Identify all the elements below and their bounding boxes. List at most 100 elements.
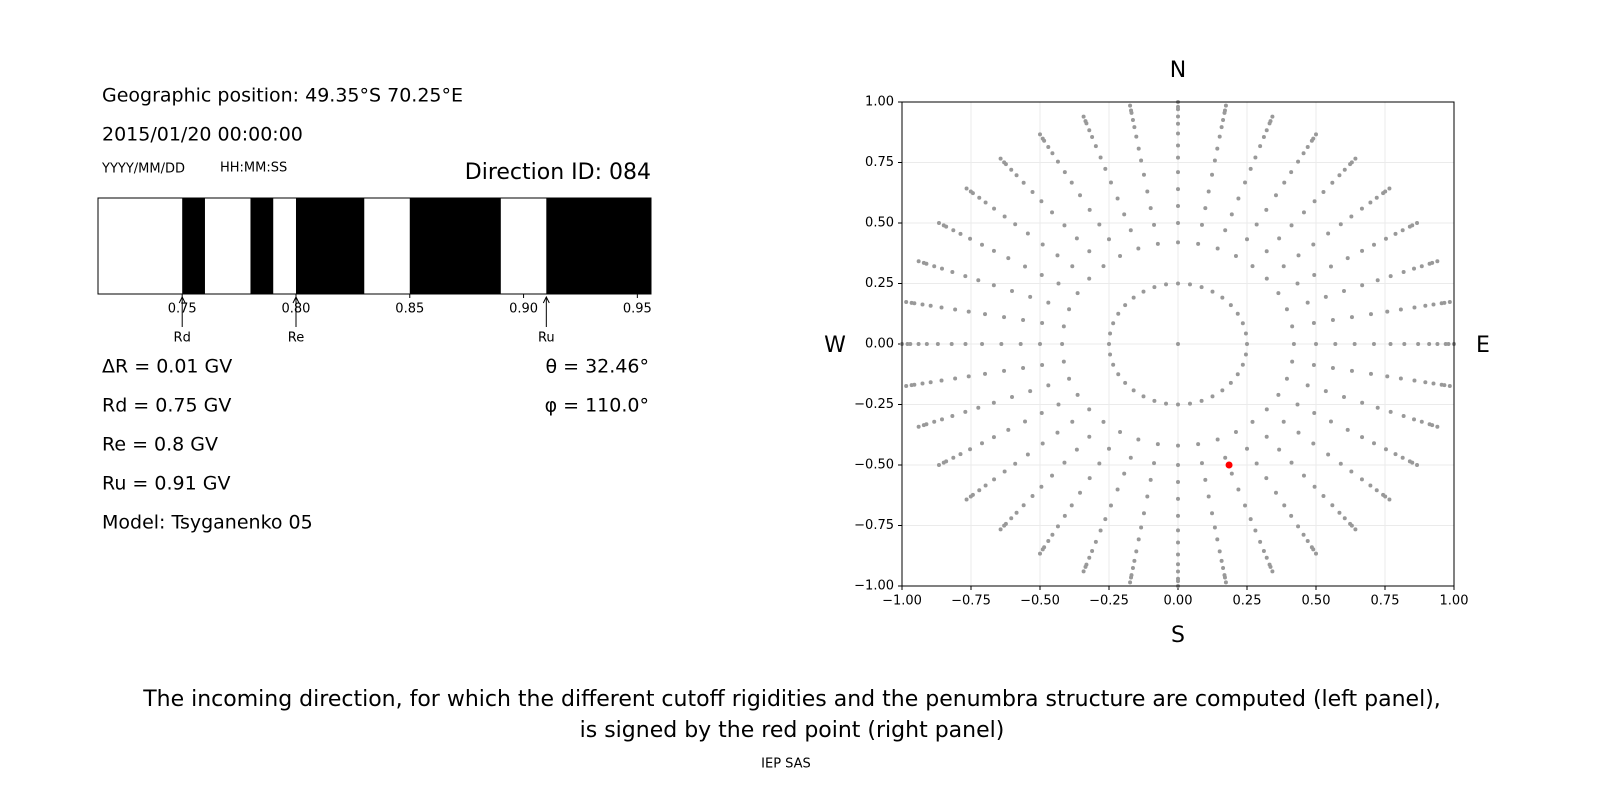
direction-point <box>1176 240 1180 245</box>
direction-point <box>1398 307 1403 312</box>
direction-point <box>1107 237 1111 242</box>
direction-point <box>1087 276 1092 281</box>
direction-point <box>1093 144 1098 149</box>
direction-point <box>1078 490 1083 495</box>
geo-position: Geographic position: 49.35°S 70.25°E <box>102 85 463 107</box>
direction-point <box>1128 580 1133 585</box>
direction-point <box>1435 259 1440 264</box>
direction-point <box>916 259 921 264</box>
direction-point <box>1264 128 1269 133</box>
direction-point <box>1075 291 1080 296</box>
direction-point <box>1330 365 1335 370</box>
direction-point <box>1009 167 1014 172</box>
marker-label: Re <box>288 331 304 346</box>
direction-point <box>1243 180 1248 185</box>
direction-point <box>1176 552 1180 557</box>
direction-point <box>1132 558 1137 563</box>
direction-point <box>1087 476 1092 481</box>
direction-point <box>991 400 996 405</box>
direction-point <box>1046 300 1051 305</box>
direction-point <box>1342 167 1347 172</box>
direction-point <box>1243 503 1248 508</box>
direction-point <box>1002 469 1007 474</box>
y-tick-label: −0.50 <box>854 458 894 473</box>
direction-point <box>1258 539 1263 544</box>
direction-point <box>1176 479 1180 484</box>
direction-point <box>1311 441 1316 446</box>
direction-point <box>1359 206 1364 211</box>
direction-point <box>1061 324 1066 329</box>
direction-point <box>1107 446 1111 451</box>
direction-point <box>1305 539 1310 544</box>
direction-point <box>1314 132 1318 137</box>
direction-point <box>1203 477 1208 482</box>
direction-point <box>1326 231 1331 236</box>
direction-point <box>1443 342 1448 346</box>
direction-point <box>1141 172 1146 177</box>
direction-point <box>1430 260 1435 265</box>
direction-point <box>1087 434 1092 439</box>
direction-point <box>1345 256 1350 261</box>
direction-point <box>1375 278 1380 283</box>
forbidden-band <box>546 198 651 294</box>
direction-point <box>1368 312 1373 317</box>
direction-point <box>1328 419 1333 424</box>
direction-point <box>1400 228 1405 233</box>
direction-point <box>1398 376 1403 381</box>
direction-point <box>1233 430 1238 435</box>
direction-point <box>1196 442 1201 447</box>
direction-point <box>916 424 921 429</box>
direction-point <box>1040 363 1045 368</box>
direction-point <box>1330 318 1335 323</box>
direction-point <box>1221 117 1226 122</box>
direction-point <box>968 189 973 194</box>
direction-point <box>1311 363 1316 368</box>
direction-point <box>1148 206 1153 211</box>
direction-point <box>1002 523 1007 528</box>
direction-point <box>1141 289 1146 294</box>
direction-point <box>983 312 988 317</box>
y-tick-label: 1.00 <box>865 95 894 110</box>
direction-point <box>1352 342 1357 346</box>
direction-point <box>1289 460 1294 465</box>
direction-point <box>1136 537 1141 542</box>
direction-point <box>1446 342 1451 346</box>
x-tick-label: −1.00 <box>882 594 922 609</box>
direction-point <box>1253 528 1258 533</box>
direction-point <box>1040 320 1045 325</box>
direction-point <box>905 342 910 346</box>
direction-point <box>1338 461 1343 466</box>
direction-point <box>953 307 958 312</box>
marker-label: Ru <box>538 331 555 346</box>
direction-point <box>992 206 997 211</box>
direction-point <box>1233 253 1238 258</box>
direction-point <box>964 186 969 191</box>
direction-point <box>980 342 985 346</box>
direction-point <box>1136 246 1141 251</box>
direction-point <box>976 278 981 283</box>
direction-point <box>949 342 954 346</box>
direction-point <box>1371 441 1376 446</box>
direction-point <box>1050 532 1055 537</box>
direction-point <box>1360 248 1365 253</box>
direction-point <box>1258 144 1263 149</box>
direction-point <box>1254 461 1259 466</box>
credit: IEP SAS <box>761 757 811 772</box>
direction-point <box>1349 315 1354 320</box>
direction-point <box>1009 516 1014 521</box>
direction-point <box>1030 189 1035 194</box>
direction-point <box>1131 295 1136 300</box>
direction-point <box>1081 569 1086 574</box>
direction-point <box>1123 303 1128 308</box>
direction-point <box>1235 372 1240 377</box>
direction-point <box>1442 300 1447 305</box>
arrow-head <box>542 295 550 304</box>
direction-point <box>1383 189 1388 194</box>
direction-point <box>1014 510 1019 515</box>
direction-point <box>1040 547 1045 552</box>
direction-point <box>1301 473 1306 478</box>
direction-point <box>1264 249 1269 254</box>
direction-point <box>1301 532 1306 537</box>
direction-point <box>1075 392 1080 397</box>
x-tick-label: −0.50 <box>1020 594 1060 609</box>
